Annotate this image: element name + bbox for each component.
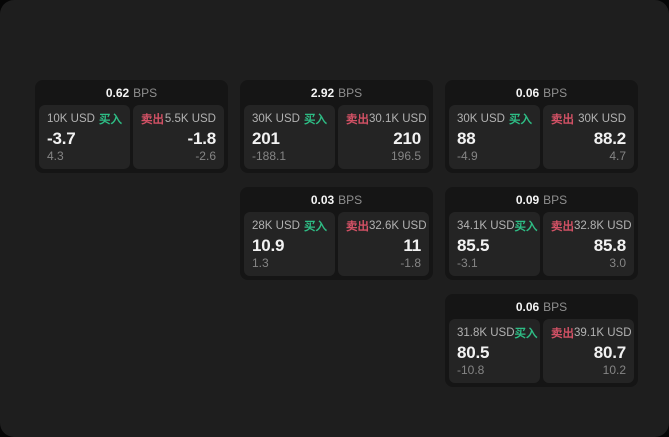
buy-amount: 30K USD: [252, 113, 300, 125]
buy-sub-value: -188.1: [252, 149, 287, 163]
sell-amount: 30K USD: [578, 113, 626, 125]
sell-label: 卖出: [551, 114, 574, 126]
buy-amount: 10K USD: [47, 113, 95, 125]
sell-sub-value: 10.2: [602, 363, 626, 377]
quote-card: 2.92 BPS 30K USD 买入 201 -188.1 卖出 30.1K U…: [240, 80, 433, 173]
buy-panel[interactable]: 34.1K USD 买入 85.5 -3.1: [449, 212, 540, 276]
card-header: 0.09 BPS: [449, 192, 634, 209]
sell-label: 卖出: [551, 328, 574, 340]
sell-price: 80.7: [593, 342, 626, 362]
card-header: 0.06 BPS: [449, 299, 634, 316]
quote-card: 0.09 BPS 34.1K USD 买入 85.5 -3.1 卖出 32.8K …: [445, 187, 638, 280]
sell-panel[interactable]: 卖出 32.6K USD 11 -1.8: [338, 212, 429, 276]
buy-sub-value: -4.9: [457, 149, 478, 163]
card-header: 0.06 BPS: [449, 85, 634, 102]
buy-price: 201: [252, 128, 280, 148]
buy-panel[interactable]: 30K USD 买入 201 -188.1: [244, 105, 335, 169]
buy-label: 买入: [509, 114, 532, 126]
buy-price: 85.5: [457, 235, 490, 255]
sell-label: 卖出: [346, 114, 369, 126]
buy-price: 80.5: [457, 342, 490, 362]
sell-amount: 32.6K USD: [369, 220, 427, 232]
buy-label: 买入: [304, 114, 327, 126]
quote-card: 0.06 BPS 31.8K USD 买入 80.5 -10.8 卖出 39.1K…: [445, 294, 638, 387]
sell-panel[interactable]: 卖出 30.1K USD 210 196.5: [338, 105, 429, 169]
buy-amount: 34.1K USD: [457, 220, 515, 232]
buy-label: 买入: [99, 114, 122, 126]
bps-value: 0.09: [515, 193, 540, 207]
sell-price: 11: [403, 235, 421, 255]
buy-price: 88: [457, 128, 476, 148]
bps-unit-label: BPS: [133, 86, 158, 100]
sell-amount: 5.5K USD: [164, 113, 216, 125]
quote-card: 0.62 BPS 10K USD 买入 -3.7 4.3 卖出 5.5K USD: [35, 80, 228, 173]
bps-unit-label: BPS: [543, 86, 568, 100]
sell-amount: 32.8K USD: [574, 220, 632, 232]
sell-panel[interactable]: 卖出 5.5K USD -1.8 -2.6: [133, 105, 224, 169]
sell-label: 卖出: [551, 221, 574, 233]
buy-price: 10.9: [252, 235, 285, 255]
bps-value: 0.06: [515, 300, 540, 314]
bps-unit-label: BPS: [338, 86, 363, 100]
card-header: 0.62 BPS: [39, 85, 224, 102]
bps-value: 0.03: [310, 193, 335, 207]
buy-label: 买入: [304, 221, 327, 233]
buy-label: 买入: [514, 328, 538, 340]
buy-sub-value: -3.1: [457, 256, 478, 270]
bps-value: 0.06: [515, 86, 540, 100]
sell-sub-value: 196.5: [390, 149, 421, 163]
sell-panel[interactable]: 卖出 32.8K USD 85.8 3.0: [543, 212, 634, 276]
sell-sub-value: -1.8: [400, 256, 421, 270]
buy-sub-value: -10.8: [457, 363, 485, 377]
quote-card: 0.03 BPS 28K USD 买入 10.9 1.3 卖出 32.6K USD: [240, 187, 433, 280]
sell-label: 卖出: [141, 114, 164, 126]
quote-card: 0.06 BPS 30K USD 买入 88 -4.9 卖出 30K USD: [445, 80, 638, 173]
sell-price: 210: [393, 128, 421, 148]
buy-panel[interactable]: 31.8K USD 买入 80.5 -10.8: [449, 319, 540, 383]
buy-panel[interactable]: 10K USD 买入 -3.7 4.3: [39, 105, 130, 169]
buy-amount: 30K USD: [457, 113, 505, 125]
sell-price: 88.2: [593, 128, 626, 148]
bps-value: 0.62: [105, 86, 130, 100]
buy-label: 买入: [514, 221, 538, 233]
sell-sub-value: 3.0: [609, 256, 626, 270]
buy-price: -3.7: [47, 128, 76, 148]
sell-price: -1.8: [187, 128, 217, 148]
buy-amount: 31.8K USD: [457, 327, 515, 339]
quote-card-grid: 0.62 BPS 10K USD 买入 -3.7 4.3 卖出 5.5K USD: [35, 80, 638, 387]
bps-value: 2.92: [310, 86, 335, 100]
sell-panel[interactable]: 卖出 39.1K USD 80.7 10.2: [543, 319, 634, 383]
sell-panel[interactable]: 卖出 30K USD 88.2 4.7: [543, 105, 634, 169]
buy-panel[interactable]: 28K USD 买入 10.9 1.3: [244, 212, 335, 276]
bps-unit-label: BPS: [338, 193, 363, 207]
card-header: 2.92 BPS: [244, 85, 429, 102]
buy-amount: 28K USD: [252, 220, 300, 232]
sell-amount: 30.1K USD: [369, 113, 427, 125]
sell-label: 卖出: [346, 221, 369, 233]
sell-amount: 39.1K USD: [574, 327, 632, 339]
bps-unit-label: BPS: [543, 193, 568, 207]
card-header: 0.03 BPS: [244, 192, 429, 209]
buy-sub-value: 4.3: [47, 149, 64, 163]
buy-panel[interactable]: 30K USD 买入 88 -4.9: [449, 105, 540, 169]
buy-sub-value: 1.3: [252, 256, 269, 270]
sell-sub-value: -2.6: [195, 149, 216, 163]
bps-unit-label: BPS: [543, 300, 568, 314]
sell-sub-value: 4.7: [609, 149, 626, 163]
sell-price: 85.8: [593, 235, 626, 255]
